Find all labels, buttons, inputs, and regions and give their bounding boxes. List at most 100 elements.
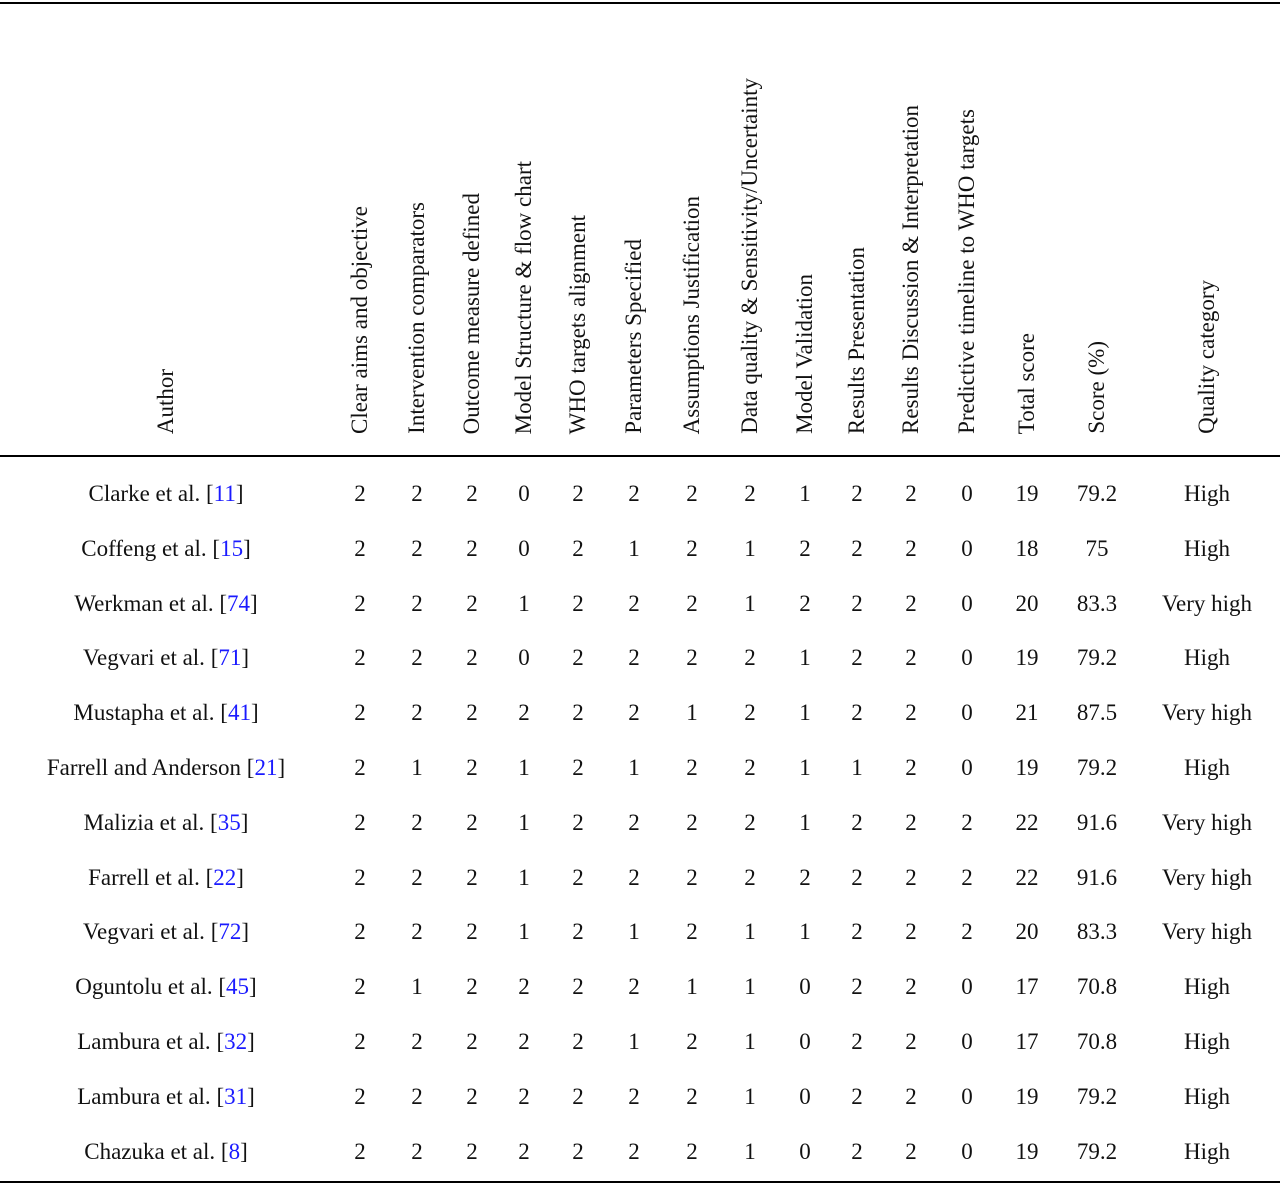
score-cell-model-structure: 0: [518, 645, 530, 671]
score-cell-predictive-timeline: 0: [961, 755, 973, 780]
author-name: Vegvari et al.: [82, 919, 205, 945]
score-cell-assumptions-justification: 1: [686, 700, 698, 726]
total-score-cell: 18: [1015, 535, 1039, 561]
score-cell-results-presentation: 2: [851, 974, 863, 1000]
score-cell-data-quality: 2: [744, 809, 756, 835]
author-name: Farrell and Anderson: [46, 755, 242, 780]
score-cell-who-targets-alignment: 2: [572, 1029, 584, 1054]
citation-link[interactable]: 21: [254, 755, 278, 780]
score-cell-assumptions-justification: 2: [686, 481, 698, 506]
citation-link[interactable]: 74: [227, 590, 251, 616]
score-cell-results-presentation: 2: [851, 864, 863, 890]
citation-link[interactable]: 35: [217, 809, 241, 835]
score-cell-data-quality: 2: [744, 700, 756, 726]
score-cell-predictive-timeline: 0: [961, 590, 973, 616]
score-cell-who-targets-alignment: 2: [572, 1138, 584, 1164]
score-cell-assumptions-justification: 2: [686, 864, 698, 890]
score-cell-parameters-specified: 1: [628, 535, 640, 561]
quality-category-cell: High: [1184, 481, 1230, 506]
score-cell-results-presentation: 1: [851, 755, 863, 780]
column-header-results-presentation: Results Presentation: [844, 246, 869, 434]
author-name: Oguntolu et al.: [75, 974, 213, 1000]
score-cell-data-quality: 2: [744, 645, 756, 671]
score-cell-predictive-timeline: 0: [961, 1029, 973, 1054]
citation-link[interactable]: 72: [218, 919, 242, 945]
column-header-predictive-timeline: Predictive timeline to WHO targets: [954, 109, 979, 434]
score-cell-model-structure: 1: [518, 590, 530, 616]
score-cell-results-presentation: 2: [851, 809, 863, 835]
score-cell-model-structure: 1: [518, 919, 530, 945]
score-cell-who-targets-alignment: 2: [572, 755, 584, 780]
score-cell-model-validation: 2: [799, 864, 811, 890]
score-cell-outcome-measure: 2: [466, 919, 478, 945]
score-cell-results-presentation: 2: [851, 481, 863, 506]
score-cell-clear-aims: 2: [354, 864, 366, 890]
score-cell-parameters-specified: 2: [628, 1083, 640, 1109]
score-cell-model-structure: 2: [518, 1138, 530, 1164]
score-cell-data-quality: 1: [744, 590, 756, 616]
citation-link[interactable]: 8: [228, 1138, 241, 1164]
score-cell-assumptions-justification: 2: [686, 1138, 698, 1164]
score-cell-outcome-measure: 2: [466, 1138, 478, 1164]
score-cell-who-targets-alignment: 2: [572, 1083, 584, 1109]
score-cell-who-targets-alignment: 2: [572, 700, 584, 726]
score-cell-outcome-measure: 2: [466, 535, 478, 561]
score-cell-model-structure: 1: [518, 809, 530, 835]
score-percent-cell: 70.8: [1076, 1029, 1118, 1054]
bottom-rule: [0, 1181, 1280, 1183]
author-name: Lambura et al.: [77, 1029, 211, 1054]
author-name: Clarke et al.: [88, 481, 201, 506]
author-name: Farrell et al.: [88, 864, 200, 890]
author-cell: Coffeng et al. [15]: [81, 535, 251, 561]
quality-category-cell: Very high: [1161, 864, 1253, 890]
citation-link[interactable]: 15: [220, 535, 244, 561]
total-score-cell: 19: [1015, 1138, 1039, 1164]
score-percent-cell: 70.8: [1076, 974, 1118, 1000]
quality-category-cell: High: [1184, 1138, 1230, 1164]
citation-link[interactable]: 31: [224, 1083, 248, 1109]
score-cell-outcome-measure: 2: [466, 645, 478, 671]
score-cell-data-quality: 1: [744, 919, 756, 945]
score-percent-cell: 83.3: [1076, 919, 1118, 945]
score-cell-results-presentation: 2: [851, 645, 863, 671]
score-cell-outcome-measure: 2: [466, 700, 478, 726]
score-cell-results-discussion: 2: [905, 974, 917, 1000]
score-cell-who-targets-alignment: 2: [572, 590, 584, 616]
score-cell-results-presentation: 2: [851, 919, 863, 945]
citation-link[interactable]: 11: [213, 481, 236, 506]
author-name: Malizia et al.: [83, 809, 205, 835]
column-header-parameters-specified: Parameters Specified: [621, 239, 646, 434]
author-name: Coffeng et al.: [81, 535, 207, 561]
citation-link[interactable]: 32: [224, 1029, 248, 1054]
total-score-cell: 21: [1015, 700, 1039, 726]
total-score-cell: 19: [1015, 1083, 1039, 1109]
author-cell: Lambura et al. [32]: [77, 1029, 255, 1054]
score-cell-assumptions-justification: 2: [686, 809, 698, 835]
score-cell-assumptions-justification: 2: [686, 645, 698, 671]
score-cell-outcome-measure: 2: [466, 755, 478, 780]
quality-category-cell: High: [1184, 645, 1230, 671]
score-cell-outcome-measure: 2: [466, 864, 478, 890]
quality-category-cell: High: [1184, 1083, 1230, 1109]
score-percent-cell: 79.2: [1076, 755, 1118, 780]
score-cell-intervention-comparators: 2: [411, 1029, 423, 1054]
citation-link[interactable]: 71: [218, 645, 242, 671]
total-score-cell: 20: [1015, 919, 1039, 945]
score-cell-intervention-comparators: 2: [411, 645, 423, 671]
score-cell-intervention-comparators: 2: [411, 809, 423, 835]
header-rule: [0, 455, 1280, 457]
author-cell: Oguntolu et al. [45]: [75, 974, 257, 1000]
citation-link[interactable]: 45: [226, 974, 250, 1000]
score-cell-model-structure: 2: [518, 700, 530, 726]
score-cell-model-structure: 2: [518, 1083, 530, 1109]
score-cell-clear-aims: 2: [354, 974, 366, 1000]
score-cell-intervention-comparators: 2: [411, 1138, 423, 1164]
score-cell-model-validation: 1: [799, 481, 811, 506]
total-score-cell: 22: [1015, 864, 1039, 890]
author-name: Mustapha et al.: [73, 700, 215, 726]
citation-link[interactable]: 41: [227, 700, 251, 726]
score-cell-assumptions-justification: 2: [686, 535, 698, 561]
score-cell-parameters-specified: 2: [628, 974, 640, 1000]
citation-link[interactable]: 22: [213, 864, 237, 890]
score-cell-outcome-measure: 2: [466, 590, 478, 616]
